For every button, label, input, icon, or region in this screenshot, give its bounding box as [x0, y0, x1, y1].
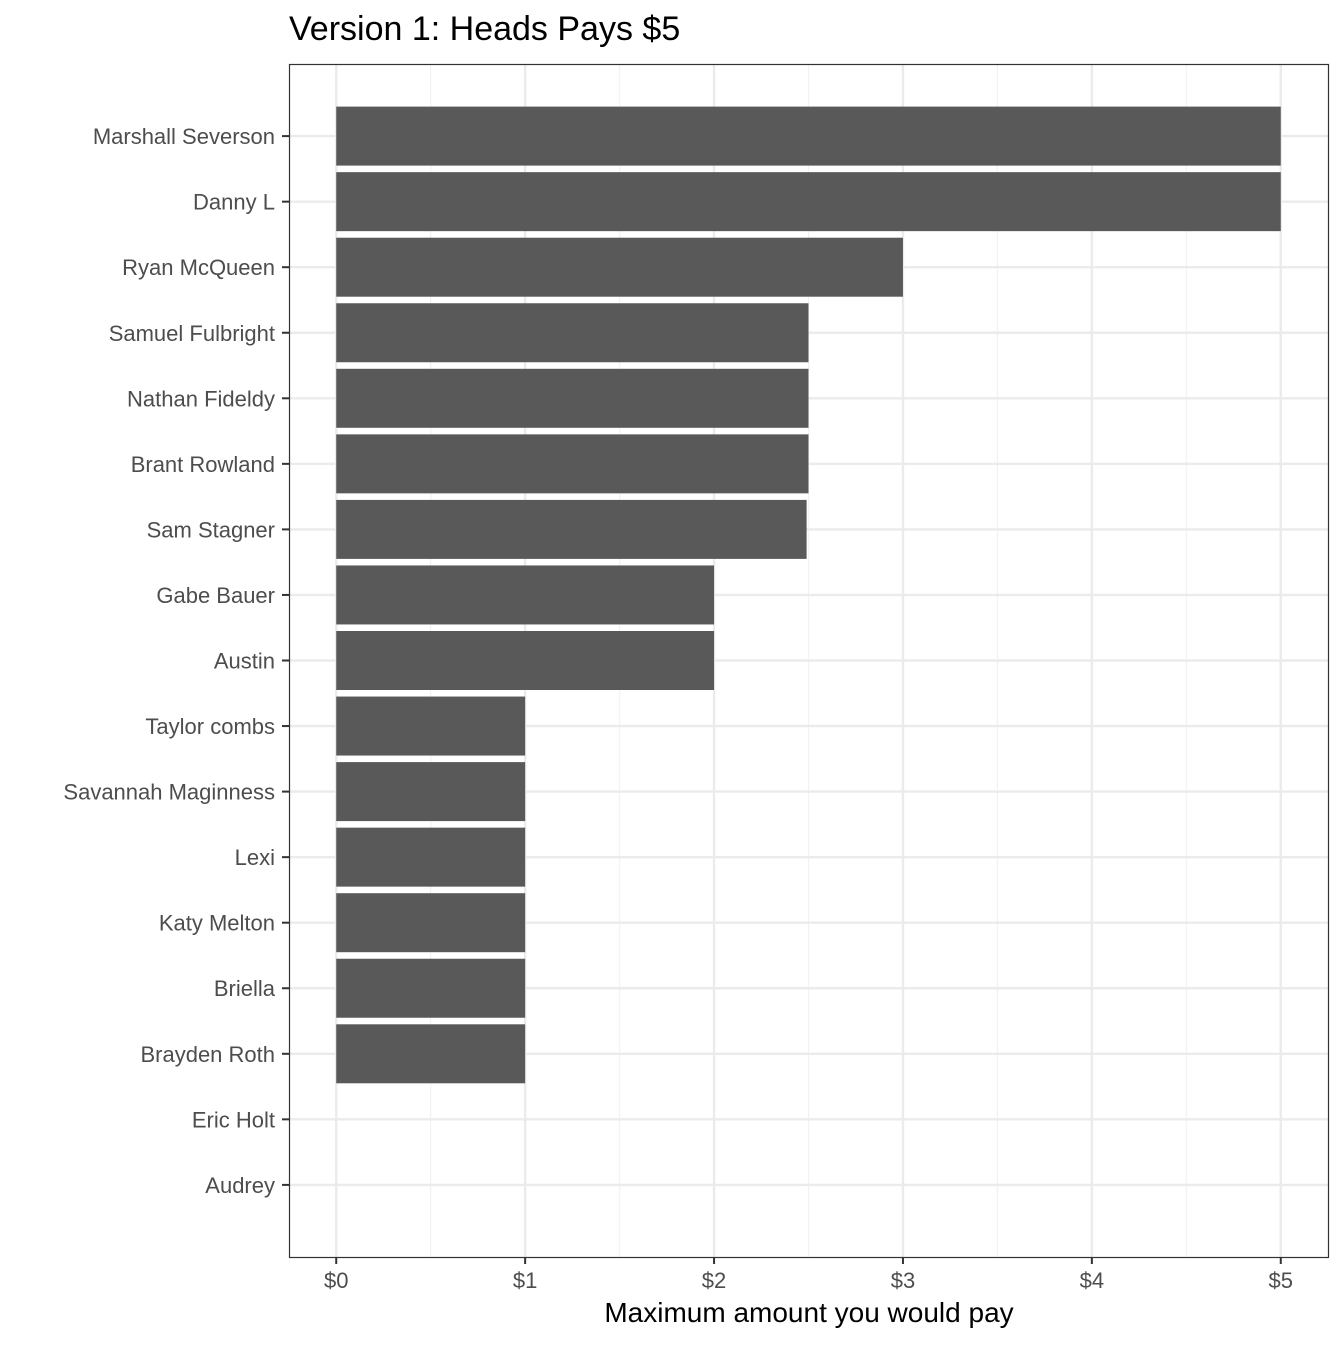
x-tick-label: $3 — [891, 1268, 915, 1293]
bar — [336, 106, 1281, 166]
x-tick-label: $4 — [1080, 1268, 1104, 1293]
bars — [336, 106, 1281, 1084]
bar — [336, 303, 809, 363]
bar — [336, 827, 526, 887]
chart-title: Version 1: Heads Pays $5 — [289, 10, 680, 48]
bar — [336, 1024, 526, 1084]
x-tick-label: $1 — [513, 1268, 537, 1293]
y-tick-label: Briella — [214, 976, 276, 1001]
y-tick-label: Taylor combs — [145, 714, 275, 739]
bar — [336, 958, 526, 1018]
x-axis: $0 $1 $2 $3 $4 $5 — [324, 1257, 1293, 1293]
y-tick-label: Samuel Fulbright — [109, 321, 275, 346]
y-tick-label: Lexi — [235, 845, 275, 870]
x-tick-label: $2 — [702, 1268, 726, 1293]
x-tick-label: $0 — [324, 1268, 348, 1293]
bar — [336, 172, 1281, 232]
y-tick-label: Marshall Severson — [93, 124, 275, 149]
y-tick-label: Ryan McQueen — [122, 255, 275, 280]
bar — [336, 368, 809, 428]
bar — [336, 893, 526, 953]
bar — [336, 696, 526, 756]
y-axis: Marshall Severson Danny L Ryan McQueen Samu… — [63, 124, 289, 1198]
x-tick-label: $5 — [1269, 1268, 1293, 1293]
bar — [336, 237, 903, 297]
bar — [336, 762, 526, 822]
bar — [336, 434, 809, 494]
y-tick-label: Audrey — [205, 1173, 275, 1198]
y-tick-label: Brant Rowland — [131, 452, 275, 477]
y-tick-label: Eric Holt — [192, 1107, 275, 1132]
panel-border — [288, 63, 1330, 1259]
y-tick-label: Austin — [214, 649, 275, 674]
x-axis-label: Maximum amount you would pay — [604, 1297, 1013, 1328]
y-tick-label: Brayden Roth — [140, 1042, 275, 1067]
y-tick-label: Gabe Bauer — [156, 583, 275, 608]
bar — [336, 565, 715, 625]
y-tick-label: Sam Stagner — [147, 517, 275, 542]
bar — [336, 631, 715, 690]
y-tick-label: Nathan Fideldy — [127, 386, 275, 411]
bar — [336, 499, 807, 559]
y-tick-label: Danny L — [193, 190, 275, 215]
y-tick-label: Katy Melton — [159, 911, 275, 936]
y-tick-label: Savannah Maginness — [63, 780, 275, 805]
